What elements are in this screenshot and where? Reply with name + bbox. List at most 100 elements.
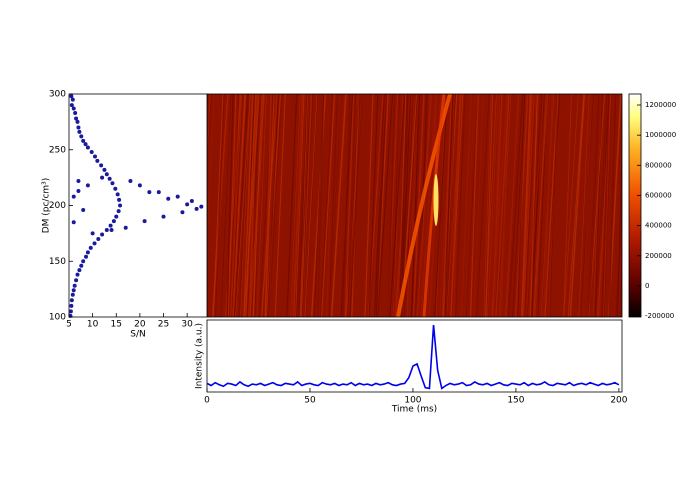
point (81, 259, 86, 264)
heatmap-texture (301, 94, 311, 317)
heatmap-texture (392, 94, 400, 317)
heatmap-texture (228, 94, 238, 317)
heatmap-texture (578, 94, 590, 317)
heatmap-texture (409, 94, 419, 317)
heatmap-texture (342, 94, 351, 317)
heatmap-texture (410, 94, 421, 317)
heatmap-texture (349, 94, 362, 317)
heatmap-texture (317, 94, 325, 317)
heatmap-peak (433, 174, 439, 226)
x-tick-label: 5 (66, 320, 72, 330)
heatmap-texture (594, 94, 603, 317)
point (77, 129, 82, 134)
point (107, 176, 112, 181)
heatmap-texture (526, 94, 543, 317)
point (70, 97, 75, 102)
point (68, 309, 73, 314)
heatmap-texture (330, 94, 347, 317)
point (76, 189, 81, 194)
point (69, 94, 74, 99)
heatmap-texture (589, 94, 600, 317)
heatmap-texture (376, 94, 389, 317)
heatmap-texture (246, 94, 262, 317)
intensity-line (206, 324, 620, 390)
point (83, 142, 88, 147)
heatmap-texture (549, 94, 558, 317)
point (69, 298, 74, 303)
heatmap-texture (512, 94, 526, 317)
heatmap-texture (231, 94, 243, 317)
heatmap-texture (304, 94, 318, 317)
heatmap-texture (617, 135, 622, 317)
heatmap-texture (450, 94, 462, 317)
heatmap-texture (220, 94, 232, 317)
point (89, 149, 94, 154)
point (142, 219, 147, 224)
heatmap-texture (595, 94, 608, 317)
heatmap-texture (375, 94, 387, 317)
heatmap-texture (603, 94, 613, 317)
point (161, 214, 166, 219)
point (92, 154, 97, 159)
point (166, 196, 171, 201)
x-tick-label: 0 (204, 396, 210, 406)
heatmap-texture (364, 94, 374, 317)
heatmap-texture (521, 94, 533, 317)
point (199, 204, 204, 209)
heatmap-texture (492, 94, 501, 317)
heatmap-texture (505, 94, 519, 317)
heatmap-texture (520, 94, 532, 317)
heatmap-texture (473, 94, 484, 317)
heatmap-texture (484, 94, 497, 317)
heatmap-streak (396, 94, 452, 317)
point (71, 194, 76, 199)
heatmap-texture (321, 94, 336, 317)
point (71, 106, 76, 111)
point (79, 263, 84, 268)
heatmap-texture (400, 94, 412, 317)
heatmap-texture (232, 94, 247, 317)
axes-frame (68, 93, 208, 318)
x-axis-label: S/N (130, 330, 145, 340)
point (88, 245, 93, 250)
point (71, 288, 76, 293)
heatmap-texture (215, 94, 225, 317)
x-axis-label: Time (ms) (391, 405, 437, 415)
heatmap-texture (619, 253, 622, 317)
point (118, 203, 123, 208)
x-tick-label: 10 (87, 320, 99, 330)
x-tick-label: 15 (111, 320, 122, 330)
heatmap-texture (444, 94, 454, 317)
point (100, 232, 105, 237)
heatmap-texture (298, 94, 308, 317)
y-tick-label: 250 (49, 145, 66, 155)
heatmap-texture (434, 94, 448, 317)
heatmap-texture (286, 94, 298, 317)
point (79, 134, 84, 139)
point (74, 116, 79, 121)
heatmap-texture (523, 94, 537, 317)
heatmap-texture (329, 94, 342, 317)
heatmap-texture (529, 94, 537, 317)
heatmap-texture (226, 94, 235, 317)
heatmap-texture (274, 94, 286, 317)
point (85, 250, 90, 255)
heatmap-texture (347, 94, 360, 317)
point (108, 223, 113, 228)
point (104, 172, 109, 177)
heatmap-texture (245, 94, 254, 317)
heatmap-texture (240, 94, 251, 317)
point (70, 292, 75, 297)
heatmap-texture (601, 94, 610, 317)
colorbar-tick-label: 0 (645, 282, 649, 290)
point (147, 190, 152, 195)
point (81, 207, 86, 212)
heatmap-texture (264, 94, 275, 317)
heatmap-texture (517, 94, 526, 317)
heatmap-texture (476, 94, 490, 317)
heatmap-texture (563, 94, 572, 317)
heatmap-texture (212, 94, 224, 317)
heatmap-texture (392, 94, 404, 317)
point (95, 158, 100, 163)
